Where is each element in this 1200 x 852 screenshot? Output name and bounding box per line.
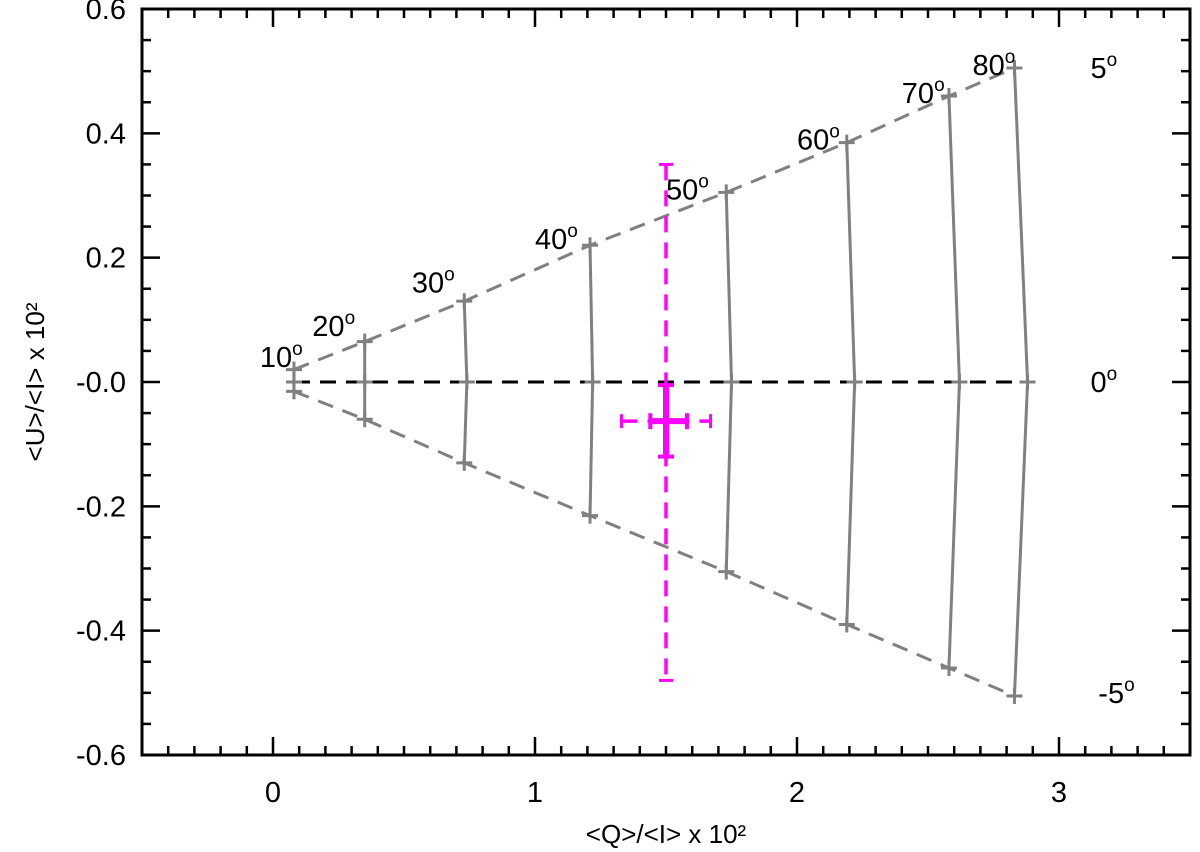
angle-annotation: 70o [902, 75, 945, 110]
y-tick-label: 0.4 [86, 118, 126, 150]
x-axis-label: <Q>/<I> x 10² [586, 819, 747, 849]
y-tick-label: 0.6 [86, 0, 126, 26]
angle-annotation: 0o [1090, 364, 1117, 399]
angle-annotation: 50o [666, 171, 709, 206]
angle-annotation: 20o [312, 308, 355, 343]
y-tick-label: -0.0 [76, 367, 126, 399]
angle-annotation: 60o [797, 122, 840, 157]
angle-annotation: 5o [1090, 50, 1117, 85]
x-tick-label: 1 [527, 777, 543, 809]
angle-annotation: 80o [973, 47, 1016, 82]
angle-annotation: 30o [412, 265, 455, 300]
axes: 0 1 2 3 0.6 0.4 0.2 -0.0 -0.2 -0.4 -0.6 [76, 0, 1192, 809]
model-curves [285, 60, 1036, 704]
measurement [619, 162, 713, 682]
angle-annotation: -5o [1098, 675, 1134, 710]
axis-labels: <Q>/<I> x 10² <U>/<I> x 10² [20, 302, 747, 849]
model-line [293, 389, 1016, 698]
y-tick-label: -0.6 [76, 740, 126, 772]
angle-annotation: 10o [260, 339, 303, 374]
y-tick-label: -0.2 [76, 491, 126, 523]
x-tick-label: 3 [1051, 777, 1067, 809]
y-axis-label: <U>/<I> x 10² [20, 302, 50, 461]
model-line [293, 66, 1016, 371]
angle-annotations: 10o 20o 30o 40o 50o 60o 70o 80o 5o 0o -5o [260, 47, 1135, 710]
x-tick-label: 2 [789, 777, 805, 809]
x-tick-label: 0 [265, 777, 281, 809]
y-tick-label: 0.2 [86, 243, 126, 275]
angle-annotation: 40o [535, 221, 578, 256]
y-tick-label: -0.4 [76, 616, 126, 648]
